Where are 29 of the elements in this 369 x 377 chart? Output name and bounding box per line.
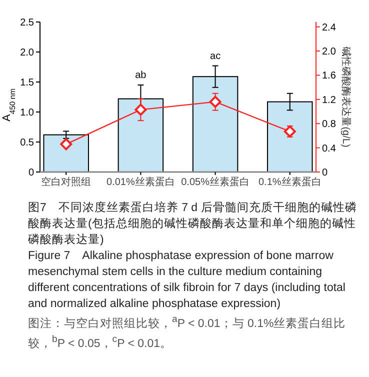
y-tick-label: 1.0	[20, 108, 34, 118]
x-tick-label: 0.1%丝素蛋白	[258, 176, 322, 188]
y2-axis-title: 碱性磷酸酶表达量(g/L)	[340, 46, 352, 148]
y-tick-label: 0	[28, 168, 34, 178]
y2-tick-label: 1.6	[322, 70, 336, 82]
bar	[118, 98, 164, 172]
point	[209, 96, 222, 108]
caption: 图7 不同浓度丝素蛋白培养 7 d 后骨髓间充质干细胞的碱性磷酸酶表达量(包括总细胞的碱性磷酸酶表达量和单个细胞的碱性磷酸酶表达量)	[28, 200, 358, 248]
y2-tick-label: 2.4	[322, 22, 336, 34]
x-tick-label: 0.01%丝素蛋白	[106, 176, 175, 188]
y2-tick-label: 0.4	[322, 143, 336, 154]
point	[284, 125, 296, 138]
text: 图注：与空白对照组比较，$^{a}$P < 0.01；与 0.1%丝素蛋白组比较，$^{b}$P < 0.05，$^{c}$P < 0.01。	[28, 314, 346, 350]
point	[134, 104, 147, 116]
x-tick-label: 0.05%丝素蛋白	[181, 176, 250, 188]
x-tick-label: 空白对照组	[41, 176, 92, 188]
y-tick-label: 0.5	[20, 138, 34, 148]
y2-tick-label: 0	[322, 168, 328, 178]
y-tick-label: 2.0	[20, 48, 34, 58]
y2-tick-label: 0.8	[322, 119, 336, 130]
y2-tick-label: 2.0	[322, 46, 336, 58]
bar	[43, 134, 89, 172]
annotation: ac	[210, 50, 221, 62]
point	[60, 138, 72, 150]
caption: Figure 7 Alkaline phosphatase expression of bone marrow mesenchymal stem cells in the culture medium containing different concentrations of silk fibroin for 7 days (including total and normalized alkaline phosphatase expression)	[28, 249, 346, 312]
y2-tick-label: 1.2	[322, 94, 336, 106]
y-tick-label: 1.5	[20, 78, 34, 88]
annotation: ab	[135, 70, 147, 81]
y-tick-label: 2.5	[20, 18, 34, 28]
